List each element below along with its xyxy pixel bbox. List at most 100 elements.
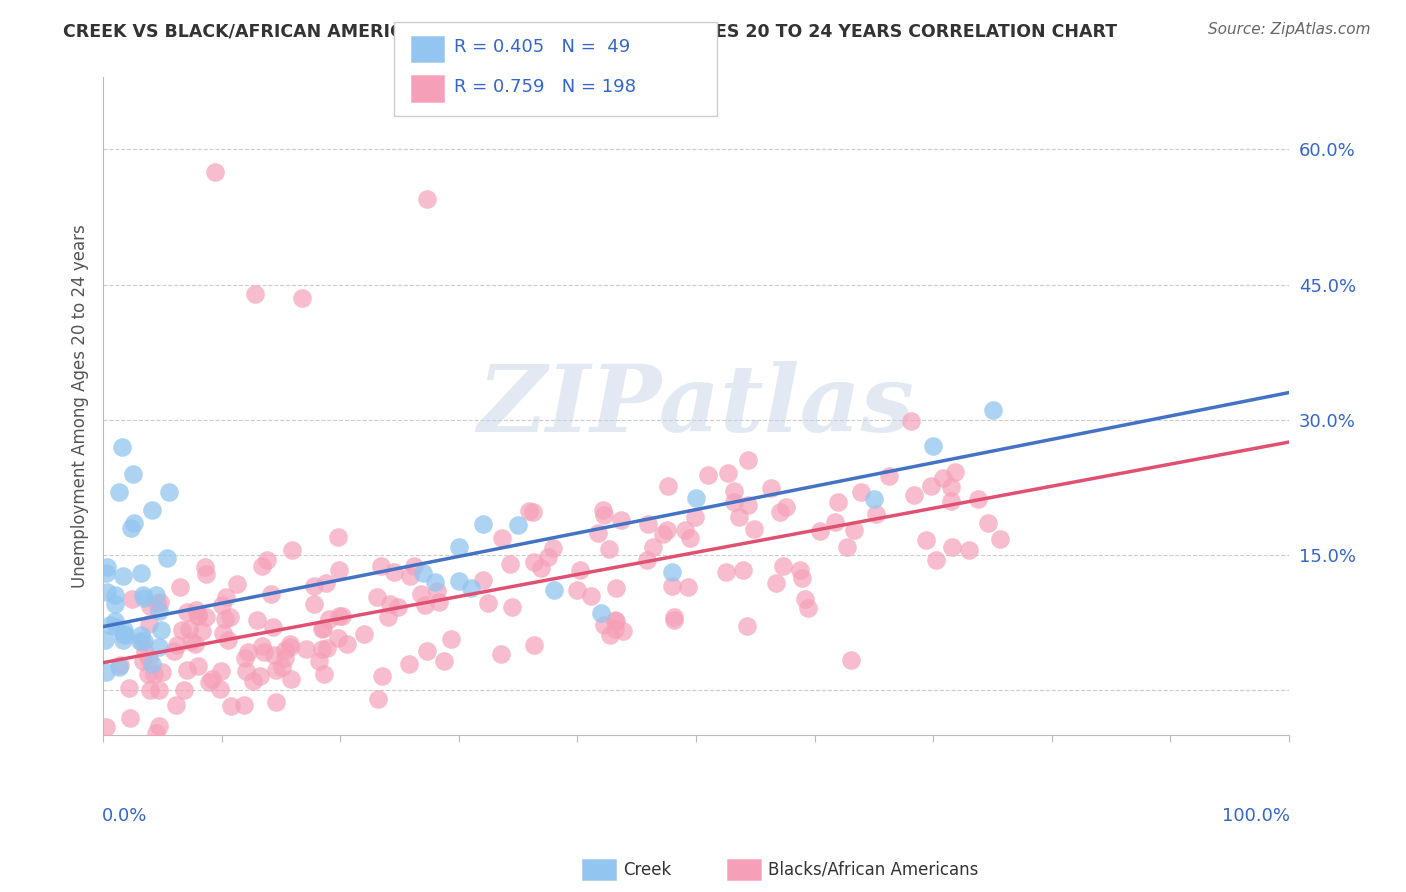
Point [148,683,170,698]
Point [370,559,392,574]
Point [111,627,134,641]
Point [211,598,233,612]
Point [120,520,142,534]
Point [735,619,758,633]
Point [877,469,900,483]
Point [233,698,256,712]
Point [273,651,295,665]
Point [165,698,187,712]
Point [472,574,495,588]
Point [249,669,271,683]
Point [148,719,170,733]
Point [519,504,541,518]
Point [280,543,302,558]
Point [900,414,922,428]
Point [742,522,765,536]
Point [204,165,226,179]
Point [530,560,553,574]
Point [685,510,707,524]
Point [727,510,749,524]
Point [797,600,820,615]
Point [176,663,198,677]
Point [121,591,143,606]
Point [835,541,858,555]
Point [426,584,449,599]
Point [605,581,627,595]
Point [491,531,513,545]
Point [96,560,118,574]
Point [924,553,946,567]
Point [723,484,745,499]
Point [543,583,565,598]
Point [411,587,433,601]
Point [415,192,437,206]
Point [209,664,232,678]
Point [433,654,456,668]
Point [131,635,153,649]
Point [141,502,163,516]
Point [138,651,160,665]
Point [253,645,276,659]
Point [733,563,755,577]
Point [673,523,696,537]
Point [696,468,718,483]
Point [655,524,678,538]
Point [311,621,333,635]
Point [138,616,160,631]
Text: 0.0%: 0.0% [103,806,148,825]
Point [641,541,664,555]
Point [145,726,167,740]
Point [330,608,353,623]
Point [723,495,745,509]
Point [661,565,683,579]
Point [789,563,811,577]
Point [118,681,141,695]
Point [460,581,482,595]
Point [271,660,294,674]
Point [366,590,388,604]
Point [107,660,129,674]
Point [336,637,359,651]
Point [477,596,499,610]
Point [139,599,162,613]
Point [328,609,350,624]
Point [685,491,707,506]
Point [637,517,659,532]
Point [156,551,179,566]
Point [169,580,191,594]
Point [263,648,285,663]
Point [662,613,685,627]
Point [769,505,792,519]
Point [134,591,156,606]
Point [112,623,135,637]
Point [593,508,616,522]
Point [328,530,350,544]
Point [657,479,679,493]
Point [447,540,470,554]
Point [380,597,402,611]
Point [214,612,236,626]
Point [252,639,274,653]
Point [501,600,523,615]
Point [136,667,159,681]
Text: R = 0.759   N = 198: R = 0.759 N = 198 [454,78,636,95]
Point [260,587,283,601]
Point [522,505,544,519]
Point [416,644,439,658]
Point [311,622,333,636]
Point [141,657,163,671]
Point [425,575,447,590]
Point [537,549,560,564]
Point [103,597,125,611]
Point [598,541,620,556]
Point [295,642,318,657]
Point [402,559,425,574]
Point [318,612,340,626]
Point [242,674,264,689]
Point [679,531,702,545]
Point [212,625,235,640]
Point [110,658,132,673]
Point [592,502,614,516]
Point [238,644,260,658]
Point [716,466,738,480]
